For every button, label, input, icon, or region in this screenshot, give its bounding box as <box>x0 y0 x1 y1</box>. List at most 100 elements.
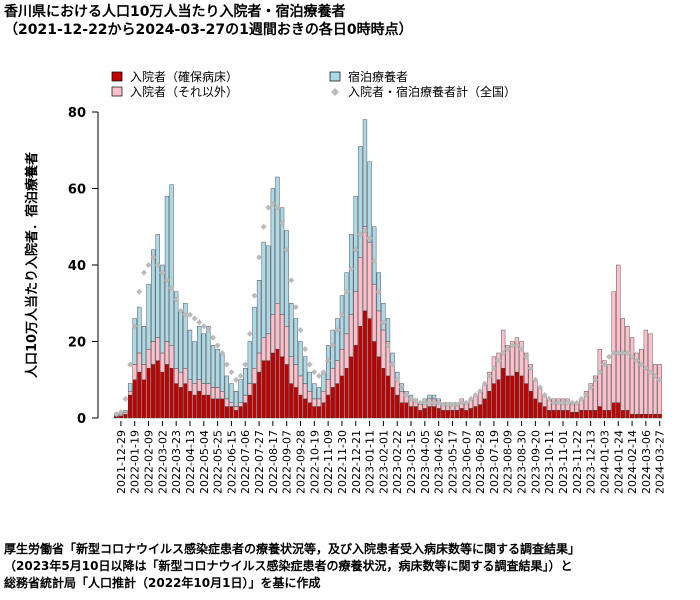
bar-segment <box>243 394 248 403</box>
bar-segment <box>215 348 220 388</box>
point <box>306 361 313 368</box>
bar-segment <box>197 391 202 419</box>
bar-segment <box>183 383 188 419</box>
bar-segment <box>376 356 381 419</box>
point <box>481 380 488 387</box>
x-tick-label: 2022-03-02 <box>156 430 169 494</box>
bar-segment <box>385 318 391 342</box>
bar-segment <box>353 195 358 292</box>
bar-segment <box>238 379 243 403</box>
x-tick-label: 2023-12-13 <box>585 430 598 494</box>
bar-segment <box>643 413 649 419</box>
bar-segment <box>657 413 662 419</box>
bar-segment <box>487 371 492 392</box>
point <box>196 319 203 326</box>
bar-segment <box>560 410 566 419</box>
bar-segment <box>574 412 579 419</box>
x-tick-label: 2022-06-15 <box>225 430 238 494</box>
bar-segment <box>330 368 335 388</box>
point <box>431 399 438 406</box>
bar-segment <box>151 249 156 342</box>
x-tick-label: 2022-08-17 <box>267 430 280 494</box>
bar-segment <box>358 257 363 327</box>
point <box>403 392 410 399</box>
bar-segment <box>141 326 147 365</box>
y-tick-label: 0 <box>77 412 86 427</box>
point <box>338 311 345 318</box>
bar-segment <box>344 333 349 369</box>
bar-segment <box>510 341 515 377</box>
x-tick-label: 2023-08-09 <box>502 430 515 494</box>
bar-segment <box>367 241 372 319</box>
bar-segment <box>431 394 437 400</box>
point <box>329 342 336 349</box>
x-tick-label: 2022-02-09 <box>143 430 156 494</box>
legend-label: 入院者・宿泊療養者計（全国） <box>348 84 516 99</box>
point <box>214 342 221 349</box>
point <box>467 395 474 402</box>
point <box>320 369 327 376</box>
bar-segment <box>482 398 487 419</box>
point <box>504 346 511 353</box>
bar-segment <box>137 352 142 373</box>
point <box>638 361 645 368</box>
point <box>642 365 649 372</box>
bar-segment <box>307 371 312 392</box>
bar-segment <box>500 329 506 369</box>
bar-segment <box>381 303 386 331</box>
point <box>154 262 161 268</box>
bar-segment <box>132 318 137 365</box>
bar-segment <box>284 230 289 327</box>
bar-segment <box>243 402 248 419</box>
bar-segment <box>593 375 598 411</box>
point <box>366 235 373 242</box>
bar-segment <box>316 398 322 407</box>
point <box>518 346 525 353</box>
x-tick-label: 2022-09-28 <box>295 430 308 494</box>
bar-segment <box>238 406 243 419</box>
point <box>555 399 562 406</box>
point <box>569 399 576 406</box>
bar-segment <box>233 391 239 407</box>
bar-segment <box>174 383 179 419</box>
point <box>260 223 267 230</box>
point <box>624 349 631 356</box>
point <box>219 349 226 356</box>
x-tick-label: 2022-01-19 <box>129 430 142 494</box>
bar-segment <box>174 368 179 384</box>
point <box>283 246 290 253</box>
bar-segment <box>611 402 616 419</box>
bar-segment <box>620 410 625 419</box>
point <box>325 357 332 364</box>
bar-segment <box>312 383 317 400</box>
point <box>279 219 286 226</box>
bar-segment <box>353 291 358 346</box>
point <box>265 204 272 211</box>
bar-segment <box>155 360 160 419</box>
bar-segment <box>372 283 377 342</box>
bar-segment <box>146 348 151 369</box>
point <box>578 395 585 402</box>
y-tick-label: 20 <box>68 336 86 351</box>
bar-segment <box>192 394 197 419</box>
point <box>117 409 124 416</box>
x-tick-label: 2022-10-19 <box>308 430 321 494</box>
bar-segment <box>390 387 395 419</box>
bar-segment <box>652 364 658 415</box>
point <box>297 327 304 334</box>
point <box>559 399 566 406</box>
point <box>177 307 184 314</box>
bar-segment <box>123 412 128 415</box>
bar-segment <box>224 375 229 400</box>
point <box>550 399 557 406</box>
point <box>596 369 603 376</box>
bar-segment <box>270 188 276 315</box>
point <box>131 323 138 330</box>
point <box>633 357 640 364</box>
bar-segment <box>404 402 409 419</box>
bar-segment <box>399 402 404 419</box>
point <box>256 254 263 261</box>
point <box>536 384 543 391</box>
bar-segment <box>247 341 252 384</box>
point <box>532 376 539 383</box>
